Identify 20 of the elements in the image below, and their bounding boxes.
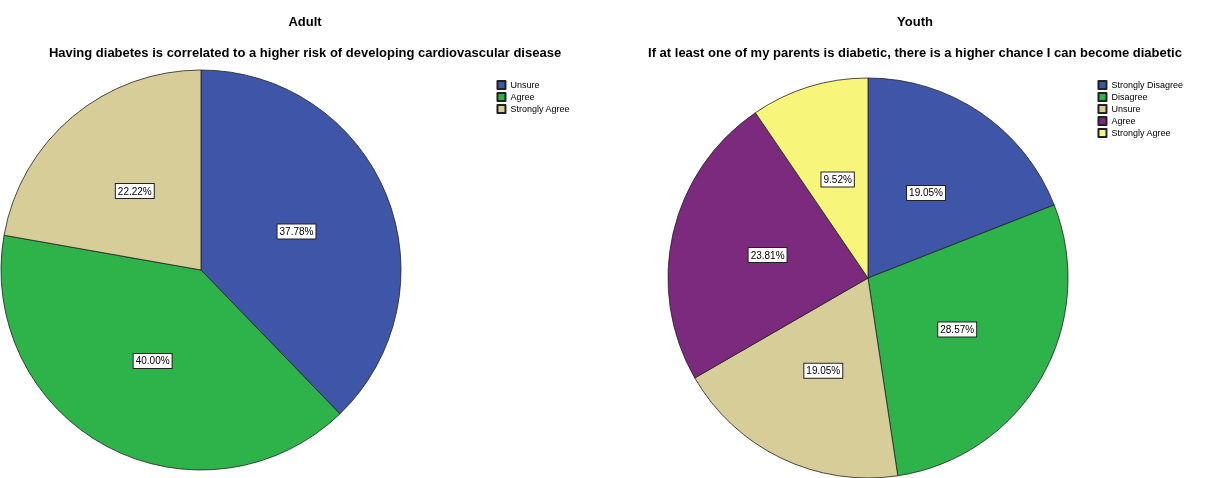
- legend-label: Strongly Agree: [1111, 128, 1171, 138]
- data-label: 23.81%: [750, 249, 785, 261]
- data-label: 37.78%: [279, 225, 314, 237]
- legend-label: Strongly Disagree: [1111, 80, 1184, 90]
- chart-subtitle: If at least one of my parents is diabetic, there is a higher chance I can become diabetic: [648, 44, 1182, 60]
- data-label: 28.57%: [940, 324, 975, 336]
- legend-label: Strongly Agree: [510, 104, 570, 114]
- data-label: 19.05%: [909, 187, 944, 199]
- data-label: 19.05%: [806, 365, 841, 377]
- data-label: 9.52%: [823, 174, 852, 186]
- data-label: 22.22%: [117, 185, 152, 197]
- data-label: 40.00%: [135, 355, 170, 367]
- legend-label: Disagree: [1111, 92, 1148, 102]
- legend-label: Unsure: [1111, 104, 1141, 114]
- chart-title: Youth: [897, 14, 933, 29]
- chart-title: Adult: [288, 14, 323, 29]
- legend-label: Agree: [510, 92, 535, 102]
- legend-label: Unsure: [510, 80, 540, 90]
- chart-subtitle: Having diabetes is correlated to a higher risk of developing cardiovascular disease: [48, 44, 562, 60]
- legend-label: Agree: [1111, 116, 1136, 126]
